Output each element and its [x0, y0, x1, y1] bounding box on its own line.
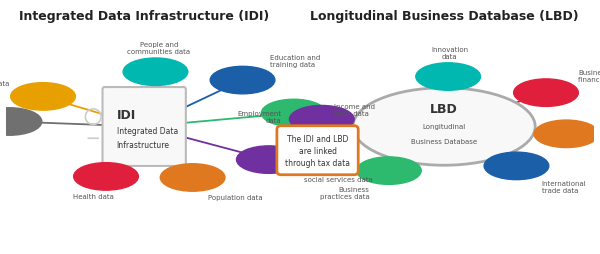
Ellipse shape — [123, 59, 188, 86]
Text: Business
financials data: Business financials data — [578, 69, 600, 83]
Text: People and
communities data: People and communities data — [127, 42, 191, 55]
Text: Business
practices data: Business practices data — [320, 186, 370, 200]
Text: Employment
data: Employment data — [237, 111, 281, 124]
Ellipse shape — [160, 164, 225, 192]
Text: IDI: IDI — [117, 109, 136, 122]
Ellipse shape — [514, 80, 578, 107]
FancyBboxPatch shape — [103, 88, 186, 166]
Text: Integrated Data: Integrated Data — [117, 126, 178, 135]
Text: International
trade data: International trade data — [542, 180, 587, 193]
Ellipse shape — [416, 64, 481, 91]
Ellipse shape — [236, 146, 301, 174]
Text: LBD: LBD — [430, 103, 458, 116]
Ellipse shape — [11, 83, 76, 111]
Text: Education and
training data: Education and training data — [270, 55, 320, 68]
Ellipse shape — [353, 88, 535, 166]
Ellipse shape — [74, 163, 139, 190]
Ellipse shape — [534, 121, 599, 148]
Text: Innovation
data: Innovation data — [431, 47, 468, 60]
Ellipse shape — [0, 108, 42, 136]
Ellipse shape — [289, 106, 354, 133]
Text: Integrated Data Infrastructure (IDI): Integrated Data Infrastructure (IDI) — [19, 10, 269, 23]
FancyBboxPatch shape — [277, 126, 358, 175]
Ellipse shape — [356, 157, 421, 185]
Text: Longitudinal Business Database (LBD): Longitudinal Business Database (LBD) — [310, 10, 578, 23]
Text: Housing data: Housing data — [0, 81, 10, 87]
Text: Income and
work data: Income and work data — [334, 103, 375, 117]
Text: Benefits and
social services data: Benefits and social services data — [304, 169, 373, 182]
Text: Business Database: Business Database — [411, 139, 477, 145]
Text: Population data: Population data — [208, 194, 263, 200]
Ellipse shape — [210, 67, 275, 94]
Text: Longitudinal: Longitudinal — [422, 124, 466, 130]
Text: Health data: Health data — [73, 193, 114, 199]
Text: Infrastructure: Infrastructure — [117, 140, 170, 149]
Ellipse shape — [484, 153, 549, 180]
Text: The IDI and LBD
are linked
through tax data: The IDI and LBD are linked through tax d… — [285, 134, 350, 167]
Ellipse shape — [262, 100, 326, 127]
